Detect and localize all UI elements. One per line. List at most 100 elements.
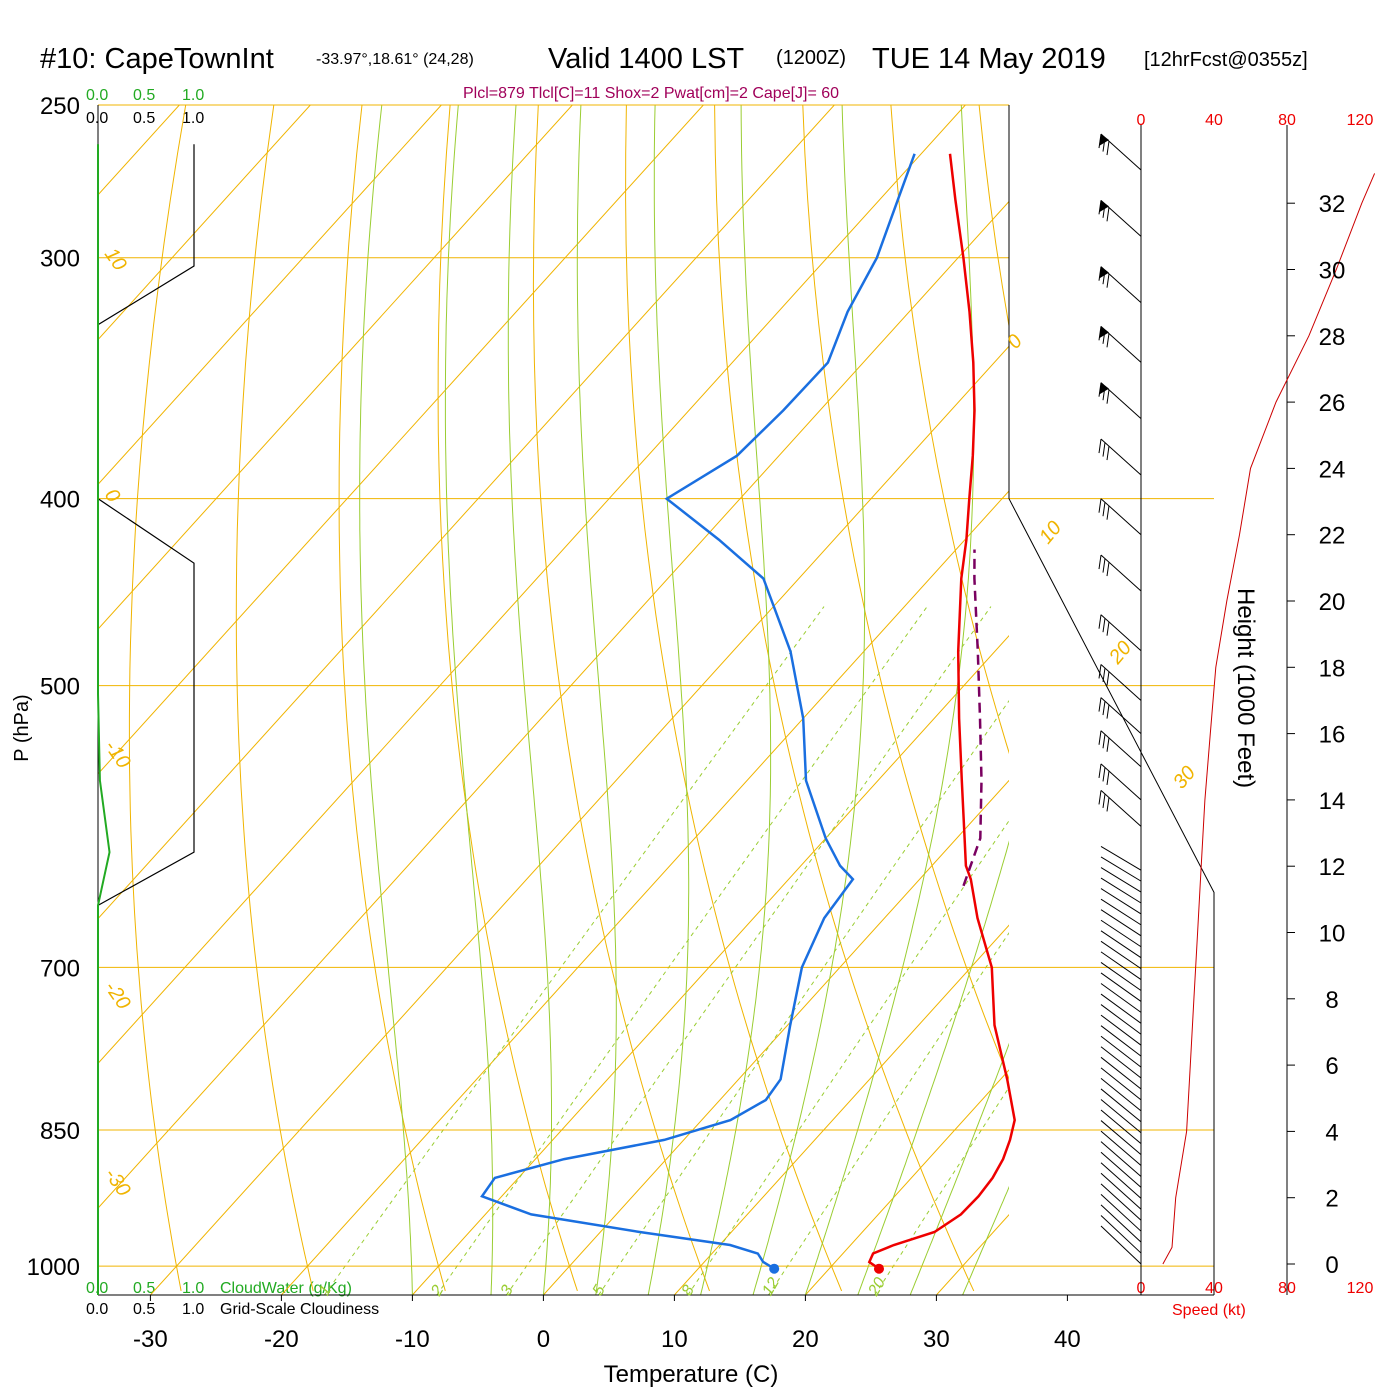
isotherm-label: 0 xyxy=(100,485,124,507)
wind-barb xyxy=(1100,697,1142,734)
wind-barb-feather xyxy=(1106,389,1110,404)
station-coords: -33.97°,18.61° (24,28) xyxy=(316,51,474,68)
mixing-ratio-label: 5 xyxy=(590,1282,609,1298)
wind-barb-feather xyxy=(1106,140,1110,156)
isotherm-line xyxy=(674,924,1009,1295)
speed-ticks-top: 0 40 80 120 xyxy=(1137,112,1374,129)
wind-barb xyxy=(1100,983,1142,1013)
height-tick-label: 22 xyxy=(1319,523,1346,550)
wind-barb-feather xyxy=(1098,438,1102,454)
height-tick-label: 0 xyxy=(1325,1252,1338,1279)
x-tick-label: 10 xyxy=(661,1326,688,1353)
cloudwater-label: CloudWater (g/Kg) xyxy=(220,1280,352,1297)
isotherm-label: -20 xyxy=(100,977,135,1013)
wind-barb-feather xyxy=(1102,502,1106,517)
wind-barb-feather xyxy=(1098,730,1102,745)
mixing-ratio-line xyxy=(768,932,1009,1295)
isotherm-label: 30 xyxy=(1169,762,1200,793)
wind-barb xyxy=(1100,867,1142,893)
wind-barb-feather xyxy=(1106,704,1110,719)
height-tick-label: 20 xyxy=(1319,589,1346,616)
wind-barb xyxy=(1100,614,1142,652)
isotherm-line xyxy=(98,105,835,920)
dry-adiabat-line xyxy=(532,105,710,1292)
height-tick-label: 16 xyxy=(1319,722,1346,749)
isotherm-label: 10 xyxy=(100,244,131,275)
wind-barb-feather xyxy=(1098,664,1102,679)
cloudiness-tick: 0.0 xyxy=(86,1301,108,1318)
wind-barb-feather xyxy=(1106,207,1110,222)
wind-barb-feather xyxy=(1102,734,1106,749)
x-tick-label: 0 xyxy=(537,1326,550,1353)
isotherm-line xyxy=(805,1069,1009,1295)
y-tick-label: 1000 xyxy=(27,1254,80,1281)
wind-barb xyxy=(1100,972,1142,1002)
wind-barb-feather xyxy=(1106,770,1110,785)
dry-adiabat-line xyxy=(802,105,1009,1080)
isotherm-line xyxy=(543,779,1009,1295)
dry-adiabat-line xyxy=(625,105,843,1292)
isotherm-line xyxy=(412,635,1009,1295)
wind-barb xyxy=(1100,730,1142,768)
cloudiness-tick: 1.0 xyxy=(182,110,204,127)
wind-barb-feather xyxy=(1102,767,1106,782)
dry-adiabat-line xyxy=(437,105,578,1292)
wind-barb xyxy=(1100,1194,1142,1232)
mixing-ratio-label: 2 xyxy=(428,1282,448,1299)
height-axis-label: Height (1000 Feet) xyxy=(1232,588,1259,788)
wind-barb xyxy=(1100,1183,1142,1221)
height-tick-label: 8 xyxy=(1325,987,1338,1014)
wind-barb xyxy=(1100,962,1142,991)
wind-barb xyxy=(1100,877,1142,904)
wind-barb-feather xyxy=(1102,793,1106,808)
y-tick-label: 400 xyxy=(40,487,80,514)
wind-barb xyxy=(1100,1078,1142,1112)
station-title: #10: CapeTownInt xyxy=(40,43,274,75)
speed-tick: 80 xyxy=(1278,112,1296,129)
wind-barb xyxy=(1100,1151,1142,1188)
wind-barb xyxy=(1100,909,1142,937)
wind-barb-feather xyxy=(1106,445,1110,461)
wind-barb xyxy=(1100,919,1142,948)
wind-barb xyxy=(1100,930,1142,959)
wind-barb xyxy=(1100,846,1142,871)
cloudwater-tick: 0.5 xyxy=(133,1280,155,1297)
isotherm-line xyxy=(98,105,311,341)
x-axis-label: Temperature (C) xyxy=(604,1361,779,1388)
mixing-ratio-line xyxy=(505,606,992,1295)
cloudiness-tick: 0.5 xyxy=(133,1301,155,1318)
height-tick-label: 18 xyxy=(1319,655,1346,682)
wind-barb xyxy=(1100,1067,1142,1101)
wind-barb xyxy=(1100,993,1142,1024)
y-tick-label: 700 xyxy=(40,955,80,982)
cloudiness-tick: 0.5 xyxy=(133,110,155,127)
cloudwater-tick: 1.0 xyxy=(182,87,204,104)
wind-barb-feather xyxy=(1106,505,1110,520)
wind-barb-feather xyxy=(1098,498,1102,513)
height-tick-label: 26 xyxy=(1319,390,1346,417)
cloudiness-label: Grid-Scale Cloudiness xyxy=(220,1301,379,1318)
isotherm-line xyxy=(98,105,704,775)
wind-barb xyxy=(1100,1204,1142,1243)
wind-barb-feather xyxy=(1098,614,1102,629)
dry-adiabat-line xyxy=(235,105,314,1292)
mixing-ratio-line xyxy=(874,1086,1009,1295)
isotherm-label: 10 xyxy=(1035,517,1066,548)
mixing-ratio-label: 8 xyxy=(679,1282,698,1298)
cloudwater-tick: 1.0 xyxy=(182,1280,204,1297)
wind-barb xyxy=(1100,1225,1142,1265)
wind-barb-feather xyxy=(1102,558,1106,573)
height-tick-label: 2 xyxy=(1325,1186,1338,1213)
height-tick-label: 10 xyxy=(1319,921,1346,948)
isotherm-line xyxy=(281,490,1009,1295)
wind-barb xyxy=(1100,856,1142,882)
cloudwater-ticks-top: 0.0 0.5 1.0 xyxy=(86,87,204,104)
wind-barb xyxy=(1100,1109,1142,1145)
wind-barb-feather xyxy=(1098,763,1102,778)
wind-barb-feather xyxy=(1102,667,1106,683)
wind-barb-feather xyxy=(1106,671,1110,686)
wind-barb xyxy=(1100,1099,1142,1134)
wind-barb xyxy=(1100,1130,1142,1166)
wind-barb xyxy=(1100,763,1142,801)
